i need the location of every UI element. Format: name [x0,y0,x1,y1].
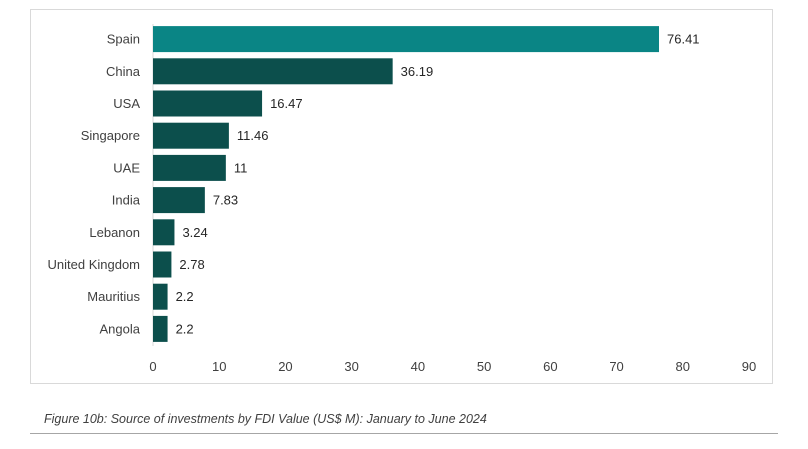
x-tick-label: 80 [676,359,690,374]
value-label: 36.19 [401,64,434,79]
x-tick-label: 60 [543,359,557,374]
value-label: 2.78 [179,257,204,272]
bar-lebanon [153,219,175,246]
value-label: 2.2 [176,289,194,304]
figure-caption: Figure 10b: Source of investments by FDI… [44,412,487,426]
bar-united-kingdom [153,251,172,278]
bar-angola [153,315,168,342]
value-label: 3.24 [182,225,207,240]
bar-mauritius [153,283,168,310]
category-label: USA [113,96,140,111]
category-label: UAE [113,160,140,175]
category-label: India [112,193,141,208]
category-label: Singapore [81,128,140,143]
x-tick-label: 30 [344,359,358,374]
x-tick-label: 90 [742,359,756,374]
bar-singapore [153,122,229,149]
x-tick-label: 20 [278,359,292,374]
category-label: Mauritius [87,289,140,304]
bar-uae [153,154,226,181]
bar-spain [153,26,660,53]
value-label: 11.46 [237,128,269,143]
category-label: Angola [100,321,141,336]
category-label: United Kingdom [48,257,141,272]
value-label: 7.83 [213,193,238,208]
value-label: 16.47 [270,96,303,111]
x-tick-label: 50 [477,359,491,374]
bar-usa [153,90,263,117]
x-tick-label: 0 [149,359,156,374]
value-label: 2.2 [176,321,194,336]
caption-divider [30,433,778,434]
category-label: China [106,64,141,79]
value-label: 11 [234,160,248,175]
x-tick-label: 70 [609,359,623,374]
x-tick-label: 10 [212,359,226,374]
category-label: Spain [107,32,140,47]
bar-india [153,187,205,214]
value-label: 76.41 [667,32,700,47]
category-label: Lebanon [89,225,140,240]
x-tick-label: 40 [411,359,425,374]
bar-china [153,58,393,85]
